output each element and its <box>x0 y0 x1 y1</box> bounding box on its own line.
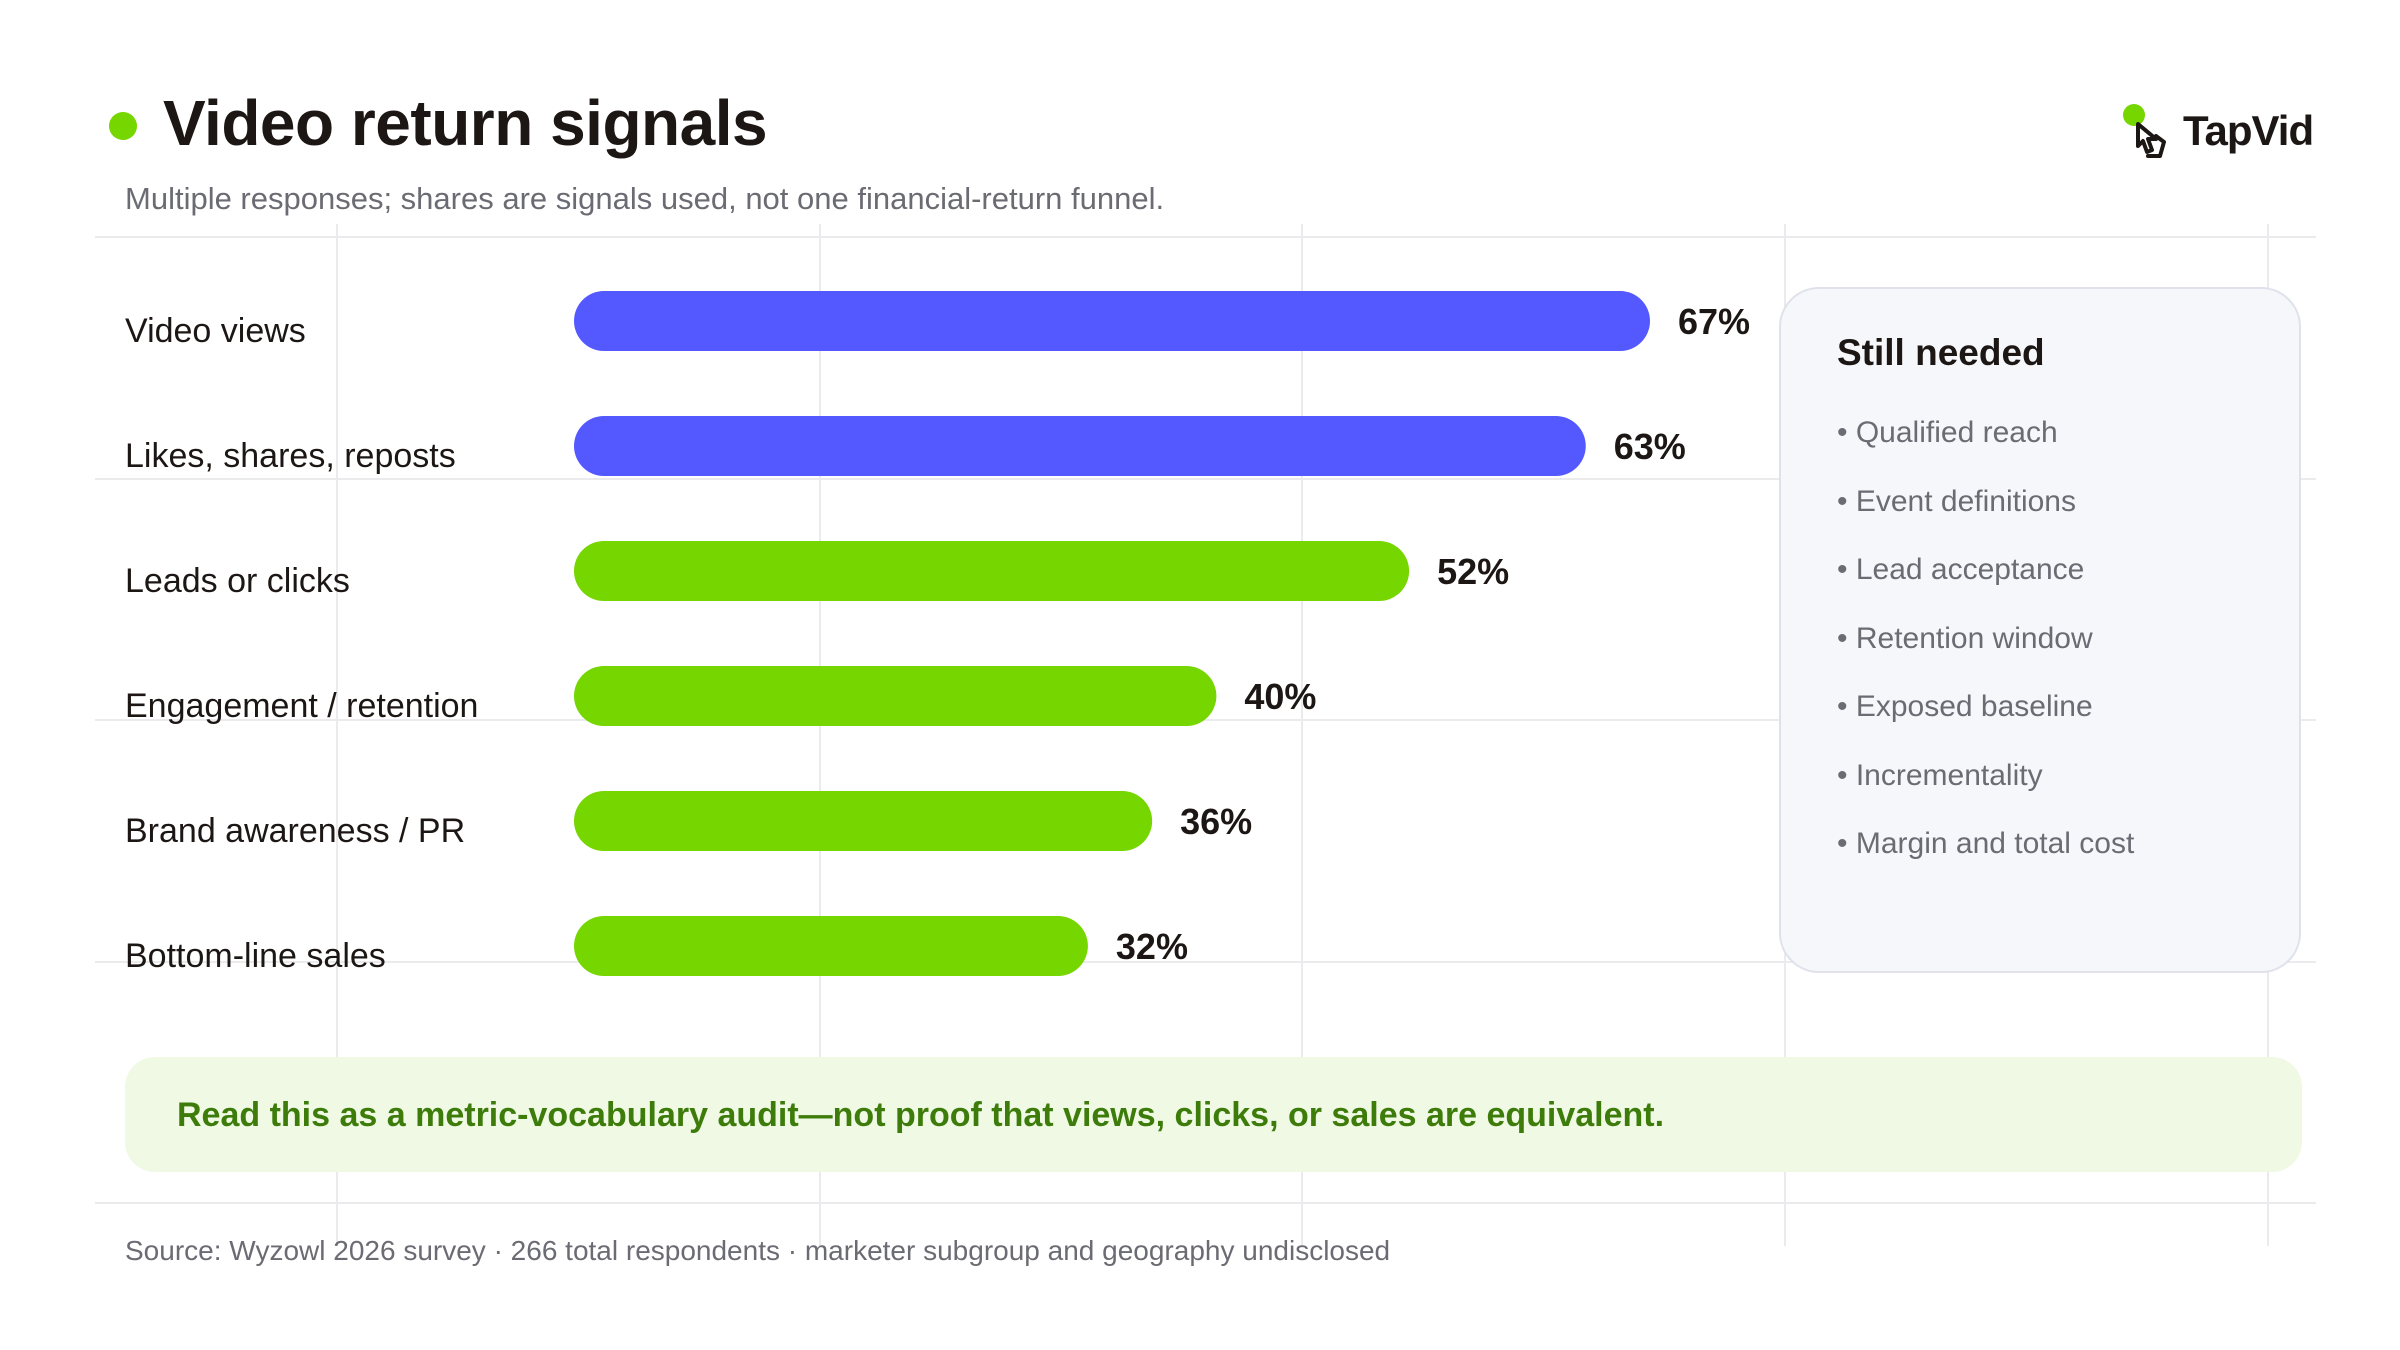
callout-text: Read this as a metric-vocabulary audit—n… <box>177 1096 1665 1134</box>
category-label: Engagement / retention <box>125 687 478 725</box>
panel-list-item: Event definitions <box>1837 482 2134 551</box>
category-label: Bottom-line sales <box>125 937 386 975</box>
panel-list-item: Retention window <box>1837 619 2134 688</box>
data-label: 67% <box>1678 301 1750 342</box>
brand-name: TapVid <box>2183 107 2314 154</box>
category-label: Likes, shares, reposts <box>125 437 456 475</box>
source-note: Source: Wyzowl 2026 survey · 266 total r… <box>125 1235 1391 1266</box>
panel-list-item: Qualified reach <box>1837 413 2134 482</box>
category-label: Brand awareness / PR <box>125 812 465 850</box>
data-label: 52% <box>1437 551 1509 592</box>
panel-title: Still needed <box>1837 332 2045 373</box>
panel-list-item: Margin and total cost <box>1837 824 2134 893</box>
data-label: 63% <box>1614 426 1686 467</box>
page-title: Video return signals <box>163 87 768 159</box>
brand-logo: TapVid <box>2118 100 2318 164</box>
panel-list-item: Exposed baseline <box>1837 687 2134 756</box>
bar <box>574 541 1410 601</box>
panel-list: Qualified reach Event definitions Lead a… <box>1837 413 2134 893</box>
bar <box>574 666 1217 726</box>
page-subtitle: Multiple responses; shares are signals u… <box>125 181 1165 216</box>
pointer-hand-icon <box>2123 104 2166 158</box>
title-bullet-dot <box>109 112 137 140</box>
bar <box>574 416 1586 476</box>
panel-list-item: Incrementality <box>1837 756 2134 825</box>
category-label: Leads or clicks <box>125 562 350 600</box>
panel-list-item: Lead acceptance <box>1837 550 2134 619</box>
data-label: 36% <box>1180 801 1252 842</box>
bar <box>574 791 1153 851</box>
bar-chart: Video views 67% Likes, shares, reposts 63% L… <box>125 291 1750 976</box>
category-label: Video views <box>125 312 306 350</box>
data-label: 32% <box>1116 926 1188 967</box>
bar <box>574 916 1088 976</box>
bar <box>574 291 1650 351</box>
callout-box: Read this as a metric-vocabulary audit—n… <box>125 1057 2302 1172</box>
data-label: 40% <box>1244 676 1316 717</box>
still-needed-panel: Still needed Qualified reach Event defin… <box>1779 287 2301 973</box>
